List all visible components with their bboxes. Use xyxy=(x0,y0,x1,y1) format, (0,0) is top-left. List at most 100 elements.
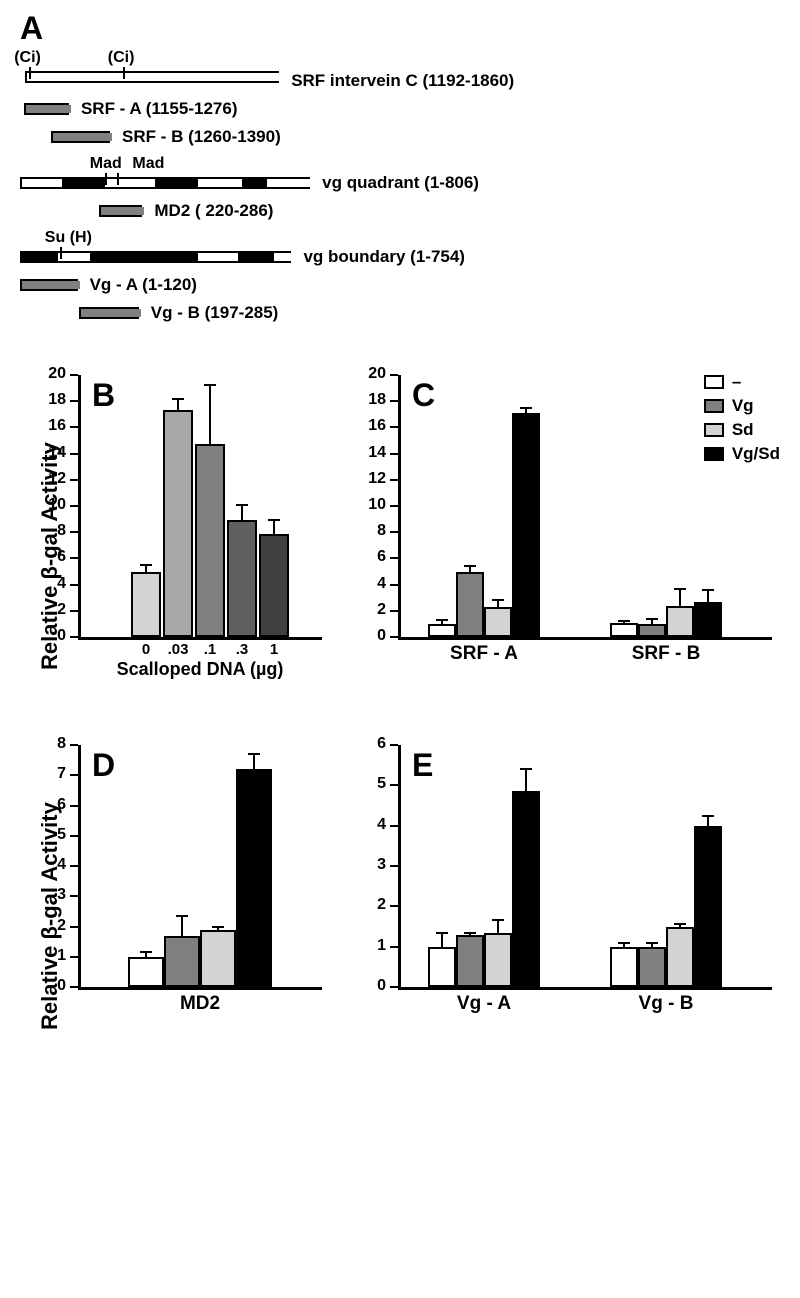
construct-segment xyxy=(267,179,312,187)
y-tick-label: 20 xyxy=(38,365,66,383)
legend-swatch xyxy=(704,399,724,413)
legend: – Vg Sd Vg/Sd xyxy=(704,372,780,468)
bar xyxy=(195,444,225,637)
site-tick xyxy=(105,173,107,185)
y-tick-label: 0 xyxy=(358,627,386,645)
site-label: Mad xyxy=(132,155,164,173)
panel-e-cell: 0123456EVg - AVg - B xyxy=(340,737,790,1087)
chart-d: 012345678DMD2 xyxy=(70,737,330,1037)
construct-label: SRF intervein C (1192-1860) xyxy=(291,71,514,91)
group-label: SRF - B xyxy=(610,643,722,665)
construct-row: MD2 ( 220-286) xyxy=(20,199,780,223)
bar xyxy=(456,572,484,638)
panel-a: A (Ci)(Ci)SRF intervein C (1192-1860)SRF… xyxy=(0,0,800,367)
legend-item: – xyxy=(704,372,780,392)
y-tick-label: 5 xyxy=(358,775,386,793)
y-tick-label: 14 xyxy=(38,444,66,462)
diagram-a: (Ci)(Ci)SRF intervein C (1192-1860) SRF -… xyxy=(20,69,780,325)
bar xyxy=(131,572,161,638)
legend-item: Vg/Sd xyxy=(704,444,780,464)
x-tick-label: 1 xyxy=(259,641,289,658)
construct-segment xyxy=(81,309,140,317)
bar xyxy=(200,930,236,987)
y-tick-label: 10 xyxy=(38,496,66,514)
figure: A (Ci)(Ci)SRF intervein C (1192-1860)SRF… xyxy=(0,0,800,1097)
y-tick-label: 20 xyxy=(358,365,386,383)
construct-label: SRF - B (1260-1390) xyxy=(122,127,281,147)
y-tick-label: 6 xyxy=(38,548,66,566)
bar xyxy=(428,624,456,637)
construct-label: MD2 ( 220-286) xyxy=(154,201,273,221)
bar xyxy=(456,935,484,987)
panel-d-cell: Relative β-gal Activity 012345678DMD2 xyxy=(10,737,340,1087)
panel-a-label: A xyxy=(20,10,780,47)
bar xyxy=(666,927,694,988)
bar xyxy=(128,957,164,987)
site-label: Su (H) xyxy=(45,229,92,247)
charts-row-2: Relative β-gal Activity 012345678DMD2 01… xyxy=(0,737,800,1097)
construct-segment xyxy=(26,105,71,113)
construct-segment xyxy=(53,133,112,141)
construct-row: MadMadvg quadrant (1-806) xyxy=(20,171,780,195)
bar xyxy=(484,607,512,637)
x-tick-label: .3 xyxy=(227,641,257,658)
y-tick-label: 2 xyxy=(38,917,66,935)
construct-segment xyxy=(155,179,198,187)
construct-segment xyxy=(22,253,58,261)
y-tick-label: 10 xyxy=(358,496,386,514)
chart-e: 0123456EVg - AVg - B xyxy=(390,737,780,1037)
construct-row: Su (H)vg boundary (1-754) xyxy=(20,245,780,269)
group-label: SRF - A xyxy=(428,643,540,665)
legend-label: – xyxy=(732,372,741,392)
construct-segment xyxy=(105,179,155,187)
bar xyxy=(259,534,289,637)
y-tick-label: 6 xyxy=(358,548,386,566)
bar xyxy=(163,410,193,637)
site-label: (Ci) xyxy=(14,49,41,67)
bar xyxy=(512,791,540,987)
bar xyxy=(666,606,694,637)
y-tick-label: 8 xyxy=(358,522,386,540)
legend-label: Vg/Sd xyxy=(732,444,780,464)
y-tick-label: 6 xyxy=(358,735,386,753)
bar xyxy=(638,624,666,637)
group-label: Vg - A xyxy=(428,993,540,1015)
legend-item: Vg xyxy=(704,396,780,416)
construct-row: SRF - B (1260-1390) xyxy=(20,125,780,149)
y-tick-label: 0 xyxy=(38,627,66,645)
y-tick-label: 0 xyxy=(38,977,66,995)
legend-swatch xyxy=(704,423,724,437)
site-label: (Ci) xyxy=(108,49,135,67)
y-tick-label: 16 xyxy=(38,417,66,435)
y-tick-label: 3 xyxy=(358,856,386,874)
panel-b-cell: Relative β-gal Activity 0246810121416182… xyxy=(10,367,340,727)
construct-segment xyxy=(101,207,144,215)
y-tick-label: 5 xyxy=(38,826,66,844)
bar xyxy=(428,947,456,987)
construct-row: (Ci)(Ci)SRF intervein C (1192-1860) xyxy=(20,69,780,93)
bar xyxy=(236,769,272,987)
y-tick-label: 2 xyxy=(38,601,66,619)
y-tick-label: 4 xyxy=(38,856,66,874)
y-tick-label: 2 xyxy=(358,601,386,619)
y-tick-label: 14 xyxy=(358,444,386,462)
construct-segment xyxy=(198,179,241,187)
bar xyxy=(610,623,638,637)
y-tick-label: 16 xyxy=(358,417,386,435)
construct-segment xyxy=(22,281,79,289)
construct-group: Su (H)vg boundary (1-754)Vg - A (1-120)V… xyxy=(20,245,780,325)
y-tick-label: 6 xyxy=(38,796,66,814)
construct-group: MadMadvg quadrant (1-806) MD2 ( 220-286) xyxy=(20,171,780,223)
bar xyxy=(512,413,540,637)
construct-label: vg boundary (1-754) xyxy=(303,247,465,267)
y-tick-label: 8 xyxy=(38,735,66,753)
legend-label: Sd xyxy=(732,420,754,440)
y-tick-label: 1 xyxy=(38,947,66,965)
construct-label: Vg - B (197-285) xyxy=(151,303,279,323)
y-tick-label: 3 xyxy=(38,886,66,904)
x-tick-label: 0 xyxy=(131,641,161,658)
construct-label: vg quadrant (1-806) xyxy=(322,173,479,193)
y-tick-label: 4 xyxy=(358,575,386,593)
construct-row: SRF - A (1155-1276) xyxy=(20,97,780,121)
bar xyxy=(638,947,666,987)
